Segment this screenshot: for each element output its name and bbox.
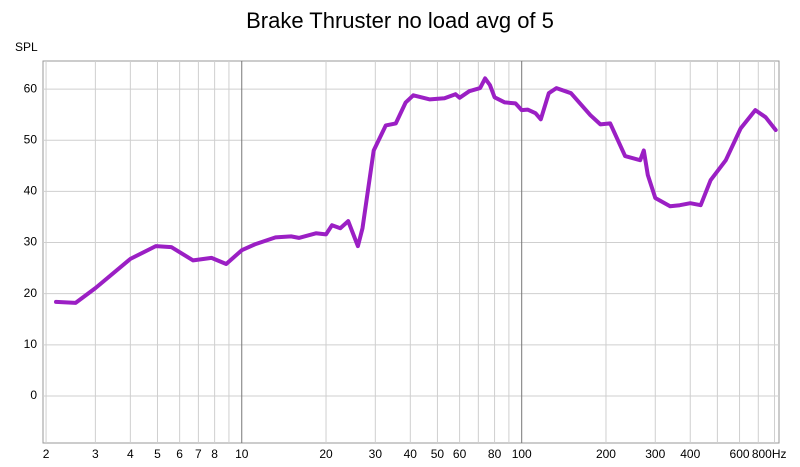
x-tick-label: 100 [512, 447, 532, 461]
x-tick-label: 7 [195, 447, 202, 461]
x-tick-label: 3 [92, 447, 99, 461]
x-tick-label: 30 [369, 447, 383, 461]
plot-area [42, 60, 780, 444]
y-axis-label: SPL [15, 40, 38, 54]
x-tick-label: 5 [154, 447, 161, 461]
x-tick-label: 600 [730, 447, 750, 461]
x-tick-label: 4 [127, 447, 134, 461]
x-tick-label: 2 [43, 447, 50, 461]
x-tick-label: 50 [431, 447, 445, 461]
chart-title: Brake Thruster no load avg of 5 [246, 8, 554, 33]
x-tick-label: 6 [176, 447, 183, 461]
x-tick-label: 400 [680, 447, 700, 461]
x-tick-label: 10 [235, 447, 249, 461]
y-tick-label: 0 [30, 388, 37, 402]
x-tick-label: 40 [404, 447, 418, 461]
x-tick-label: 80 [488, 447, 502, 461]
y-tick-label: 40 [24, 184, 38, 198]
x-tick-label: 800Hz [752, 447, 787, 461]
y-tick-label: 50 [24, 132, 38, 146]
y-tick-label: 20 [24, 286, 38, 300]
x-tick-label: 8 [211, 447, 218, 461]
data-line [54, 76, 778, 305]
y-tick-label: 10 [24, 337, 38, 351]
x-tick-label: 300 [645, 447, 665, 461]
y-tick-label: 30 [24, 235, 38, 249]
y-tick-label: 60 [24, 81, 38, 95]
x-tick-label: 200 [596, 447, 616, 461]
x-tick-label: 20 [319, 447, 333, 461]
x-tick-label: 60 [453, 447, 467, 461]
